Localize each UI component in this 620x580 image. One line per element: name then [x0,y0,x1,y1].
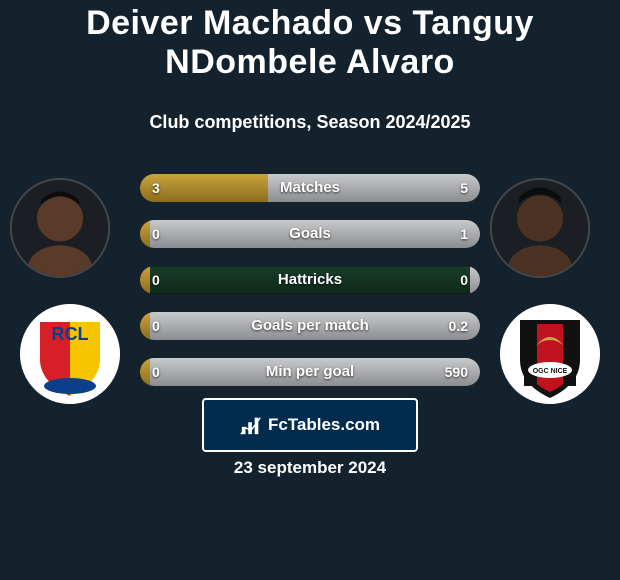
stats-bars: Matches35Goals01Hattricks00Goals per mat… [140,174,480,404]
fctables-logo[interactable]: FcTables.com [202,398,418,452]
club-left-badge: RCL [20,304,120,404]
page-title: Deiver Machado vs Tanguy NDombele Alvaro [0,4,620,82]
stat-label: Hattricks [140,266,480,294]
crest-stripe2 [563,324,576,386]
bar-chart-icon [240,414,262,436]
stat-row: Min per goal0 590 [140,358,480,386]
stat-row: Goals0 1 [140,220,480,248]
stat-value-right: 590 [445,358,468,386]
stat-value-right: 5 [460,174,468,202]
stat-row: Matches3 5 [140,174,480,202]
club-right-badge: OGC NICE [500,304,600,404]
crest-stripe1 [524,324,537,386]
date-text: 23 september 2024 [0,458,620,478]
player-right-avatar [490,178,590,278]
crest-banner [44,378,96,394]
stat-label: Goals per match [140,312,480,340]
stat-value-left: 0 [152,266,160,294]
logo-text: FcTables.com [268,415,380,435]
player-left-avatar [10,178,110,278]
person-silhouette-icon [12,180,108,276]
crest-text: RCL [52,324,89,344]
stat-row: Hattricks0 0 [140,266,480,294]
stat-value-right: 1 [460,220,468,248]
stat-row: Goals per match0 0.2 [140,312,480,340]
stat-label: Matches [140,174,480,202]
subtitle: Club competitions, Season 2024/2025 [0,112,620,133]
stat-value-left: 3 [152,174,160,202]
comparison-card: Deiver Machado vs Tanguy NDombele Alvaro… [0,0,620,580]
avatar-head [517,195,563,241]
stat-value-right: 0.2 [449,312,468,340]
stat-value-right: 0 [460,266,468,294]
person-silhouette-icon [492,180,588,276]
stat-label: Goals [140,220,480,248]
stat-value-left: 0 [152,312,160,340]
stat-label: Min per goal [140,358,480,386]
stat-value-left: 0 [152,358,160,386]
rc-lens-crest-icon: RCL [20,304,120,404]
stat-value-left: 0 [152,220,160,248]
ogc-nice-crest-icon: OGC NICE [500,304,600,404]
crest-text: OGC NICE [533,368,568,375]
